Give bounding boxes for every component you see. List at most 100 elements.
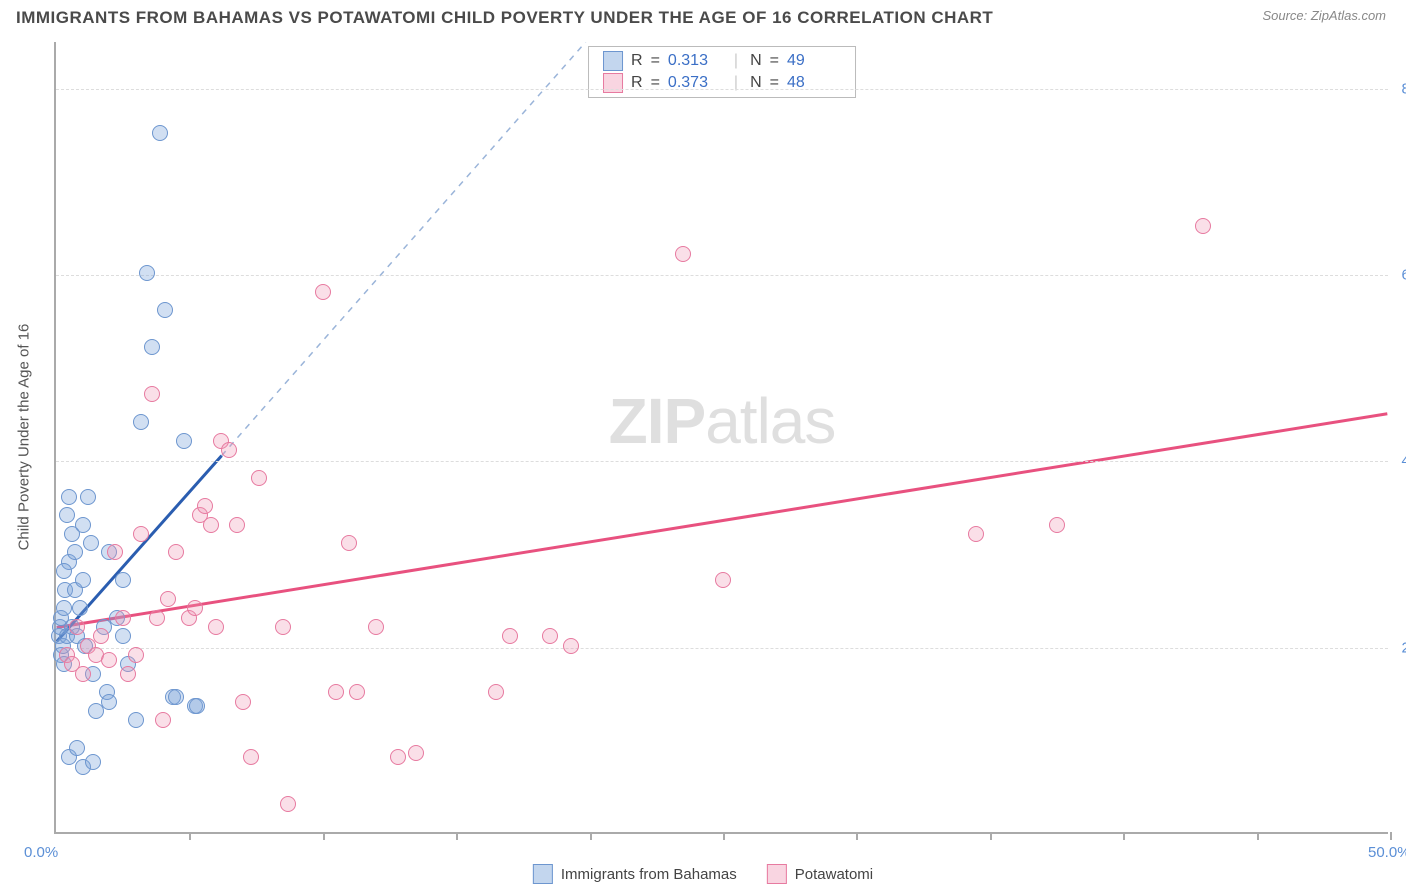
legend-item-1: Immigrants from Bahamas bbox=[533, 864, 737, 884]
grid-line bbox=[56, 461, 1388, 462]
x-tick bbox=[323, 832, 325, 840]
stat-n-val-1: 49 bbox=[787, 52, 841, 70]
stat-r-label: R bbox=[631, 52, 643, 70]
data-point bbox=[235, 694, 251, 710]
stats-row-2: R = 0.373 | N = 48 bbox=[589, 72, 855, 94]
scatter-chart: Child Poverty Under the Age of 16 ZIPatl… bbox=[54, 42, 1388, 834]
data-point bbox=[120, 666, 136, 682]
stat-eq: = bbox=[651, 52, 660, 70]
data-point bbox=[75, 517, 91, 533]
data-point bbox=[72, 600, 88, 616]
x-origin-label: 0.0% bbox=[24, 844, 58, 861]
legend-label-1: Immigrants from Bahamas bbox=[561, 866, 737, 883]
data-point bbox=[67, 544, 83, 560]
data-point bbox=[133, 414, 149, 430]
data-point bbox=[59, 507, 75, 523]
data-point bbox=[128, 647, 144, 663]
data-point bbox=[75, 666, 91, 682]
legend-item-2: Potawatomi bbox=[767, 864, 873, 884]
separator-icon: | bbox=[730, 52, 742, 70]
trend-lines-svg bbox=[56, 42, 1388, 832]
data-point bbox=[168, 689, 184, 705]
watermark: ZIPatlas bbox=[609, 384, 836, 458]
data-point bbox=[155, 712, 171, 728]
legend-swatch-pink-icon bbox=[767, 864, 787, 884]
data-point bbox=[675, 246, 691, 262]
swatch-pink-icon bbox=[603, 73, 623, 93]
data-point bbox=[152, 125, 168, 141]
data-point bbox=[101, 694, 117, 710]
data-point bbox=[83, 535, 99, 551]
watermark-light: atlas bbox=[705, 385, 835, 457]
x-tick bbox=[456, 832, 458, 840]
data-point bbox=[61, 489, 77, 505]
x-tick bbox=[1390, 832, 1392, 840]
data-point bbox=[187, 600, 203, 616]
data-point bbox=[160, 591, 176, 607]
data-point bbox=[56, 563, 72, 579]
x-tick bbox=[1123, 832, 1125, 840]
data-point bbox=[176, 433, 192, 449]
data-point bbox=[1195, 218, 1211, 234]
x-tick bbox=[189, 832, 191, 840]
y-tick-label: 20.0% bbox=[1394, 639, 1406, 656]
data-point bbox=[133, 526, 149, 542]
stats-box: R = 0.313 | N = 49 R = 0.373 | N = 48 bbox=[588, 46, 856, 98]
data-point bbox=[1049, 517, 1065, 533]
data-point bbox=[368, 619, 384, 635]
data-point bbox=[251, 470, 267, 486]
data-point bbox=[139, 265, 155, 281]
legend: Immigrants from Bahamas Potawatomi bbox=[533, 864, 873, 884]
x-tick bbox=[1257, 832, 1259, 840]
data-point bbox=[93, 628, 109, 644]
data-point bbox=[80, 489, 96, 505]
data-point bbox=[243, 749, 259, 765]
data-point bbox=[542, 628, 558, 644]
data-point bbox=[349, 684, 365, 700]
x-tick bbox=[723, 832, 725, 840]
grid-line bbox=[56, 648, 1388, 649]
stats-row-1: R = 0.313 | N = 49 bbox=[589, 50, 855, 72]
data-point bbox=[101, 652, 117, 668]
legend-swatch-blue-icon bbox=[533, 864, 553, 884]
data-point bbox=[208, 619, 224, 635]
data-point bbox=[144, 339, 160, 355]
y-tick-label: 80.0% bbox=[1394, 80, 1406, 97]
data-point bbox=[715, 572, 731, 588]
data-point bbox=[280, 796, 296, 812]
data-point bbox=[168, 544, 184, 560]
stat-r-val-1: 0.313 bbox=[668, 52, 722, 70]
x-tick bbox=[856, 832, 858, 840]
data-point bbox=[968, 526, 984, 542]
data-point bbox=[128, 712, 144, 728]
data-point bbox=[189, 698, 205, 714]
chart-header: IMMIGRANTS FROM BAHAMAS VS POTAWATOMI CH… bbox=[0, 0, 1406, 32]
y-axis-title: Child Poverty Under the Age of 16 bbox=[16, 324, 33, 551]
grid-line bbox=[56, 275, 1388, 276]
data-point bbox=[85, 754, 101, 770]
data-point bbox=[115, 610, 131, 626]
data-point bbox=[221, 442, 237, 458]
grid-line bbox=[56, 89, 1388, 90]
stat-eq2: = bbox=[770, 52, 779, 70]
data-point bbox=[203, 517, 219, 533]
data-point bbox=[75, 572, 91, 588]
data-point bbox=[107, 544, 123, 560]
swatch-blue-icon bbox=[603, 51, 623, 71]
data-point bbox=[488, 684, 504, 700]
data-point bbox=[229, 517, 245, 533]
y-tick-label: 60.0% bbox=[1394, 266, 1406, 283]
data-point bbox=[390, 749, 406, 765]
data-point bbox=[315, 284, 331, 300]
legend-label-2: Potawatomi bbox=[795, 866, 873, 883]
data-point bbox=[341, 535, 357, 551]
x-max-label: 50.0% bbox=[1368, 844, 1406, 861]
data-point bbox=[197, 498, 213, 514]
stat-n-label: N bbox=[750, 52, 762, 70]
source-attribution: Source: ZipAtlas.com bbox=[1262, 8, 1386, 23]
data-point bbox=[328, 684, 344, 700]
x-tick bbox=[590, 832, 592, 840]
data-point bbox=[115, 572, 131, 588]
data-point bbox=[115, 628, 131, 644]
x-tick bbox=[990, 832, 992, 840]
